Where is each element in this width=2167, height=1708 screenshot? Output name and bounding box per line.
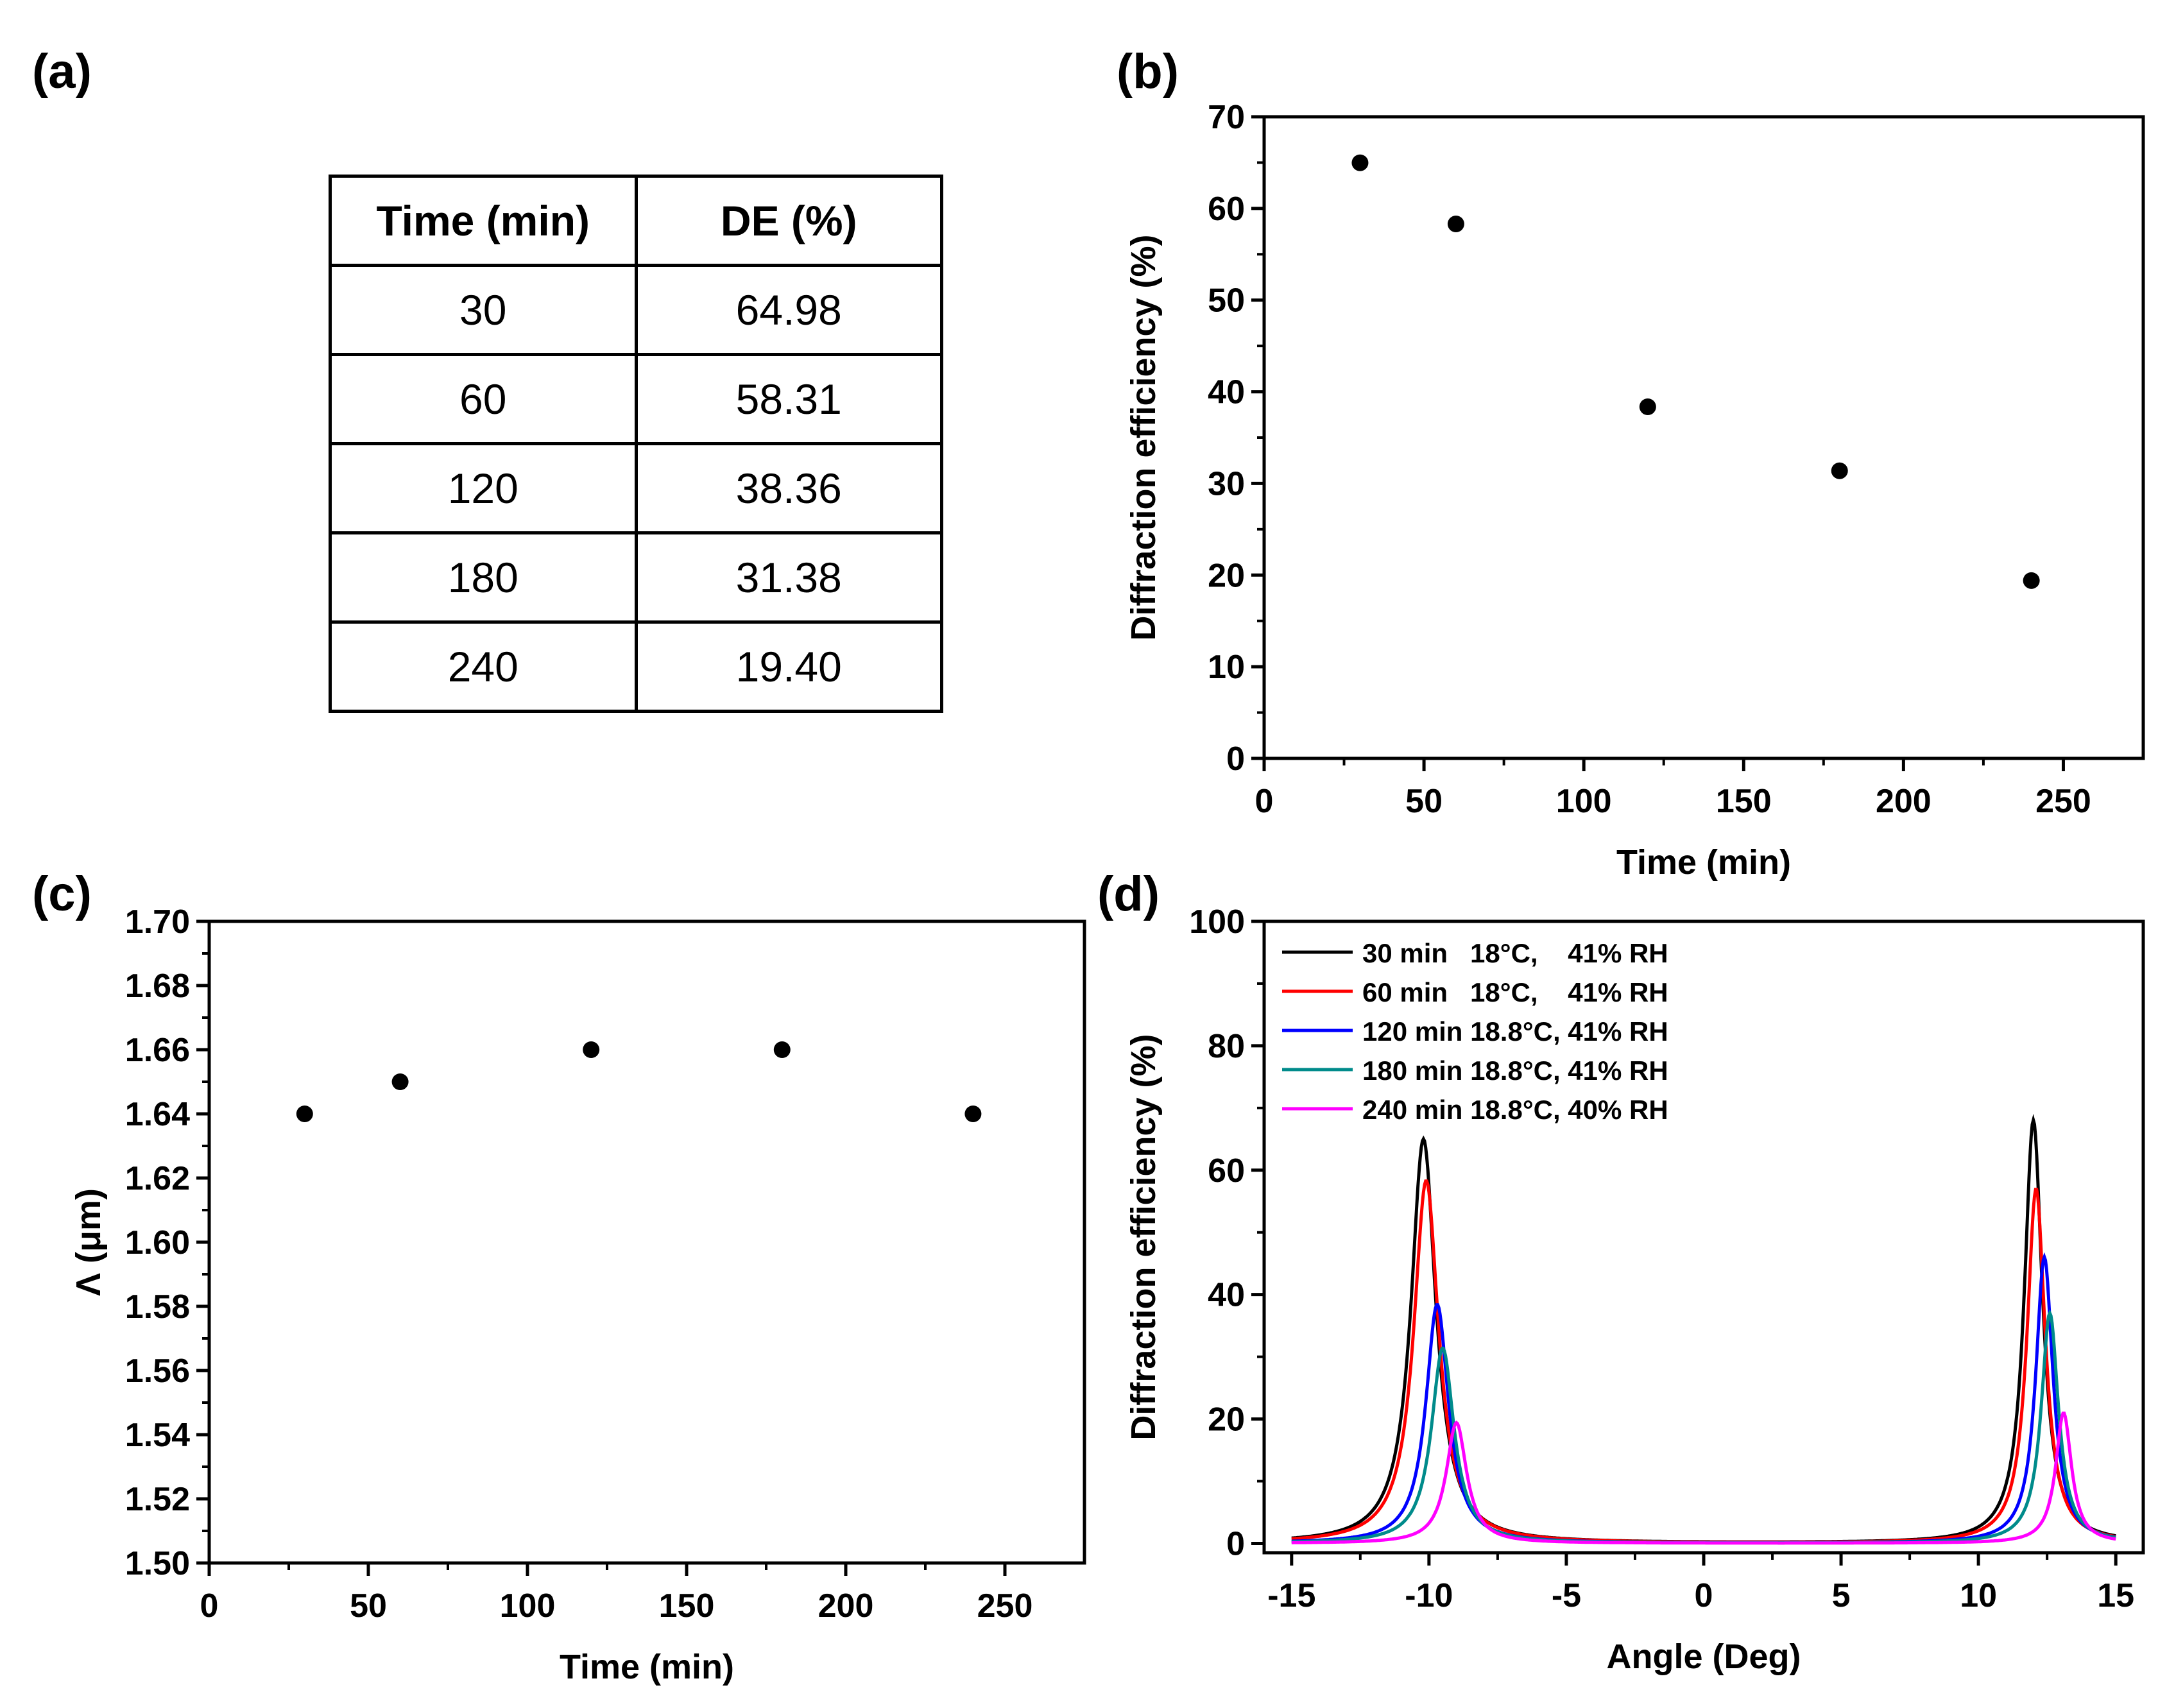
y-tick-label: 100 [1189, 903, 1245, 941]
y-tick-label: 1.52 [125, 1481, 190, 1518]
data-point [296, 1106, 313, 1122]
y-tick-label: 1.70 [125, 903, 190, 941]
legend-entry: 180 min 18.8°C, 41% RH [1362, 1055, 1668, 1086]
y-tick-label: 1.58 [125, 1288, 190, 1326]
y-tick-label: 0 [1226, 740, 1245, 778]
data-point [964, 1106, 982, 1122]
x-tick-label: 5 [1832, 1577, 1851, 1614]
y-tick-label: 70 [1208, 99, 1245, 136]
data-point [773, 1041, 791, 1058]
y-tick-label: 30 [1208, 465, 1245, 502]
y-tick-label: 40 [1208, 374, 1245, 411]
chart-0: 0 50 100 150 200 250 0 10 20 30 40 50 60 70 Time (min)… [1124, 99, 2145, 882]
y-tick-label: 60 [1208, 1152, 1245, 1190]
legend-entry: 30 min 18°C, 41% RH [1362, 938, 1668, 968]
series-line [1291, 1412, 2116, 1545]
data-point [1351, 154, 1369, 171]
x-tick-label: 250 [2035, 783, 2091, 820]
data-point [391, 1073, 409, 1090]
x-axis-label: Angle (Deg) [1607, 1637, 1801, 1676]
plot-frame [1262, 115, 2145, 760]
table-row: 30 64.98 [329, 264, 943, 356]
panel-label-b: (b) [1117, 44, 1179, 99]
panel-label-c: (c) [32, 867, 92, 921]
y-tick-label: 1.64 [125, 1096, 190, 1133]
legend-entry: 120 min 18.8°C, 41% RH [1362, 1016, 1668, 1046]
x-tick-label: 50 [350, 1587, 387, 1625]
y-tick-label: 50 [1208, 282, 1245, 320]
table-header-de: DE (%) [634, 175, 943, 267]
x-tick-label: 200 [1876, 783, 1931, 820]
x-tick-label: 0 [1255, 783, 1274, 820]
table-cell-time: 120 [329, 442, 638, 534]
y-tick-label: 1.54 [125, 1417, 190, 1454]
diffraction-efficiency-table: Time (min) DE (%) 30 64.98 60 58.31 120 … [329, 175, 943, 713]
x-tick-label: 100 [1556, 783, 1612, 820]
x-tick-label: 100 [500, 1587, 556, 1625]
table-header-time: Time (min) [329, 175, 638, 267]
y-tick-label: 10 [1208, 649, 1245, 686]
chart-2: -15 -10 -5 0 5 10 15 0 20 40 60 80 100 Angle (Deg) Dif… [1124, 903, 2145, 1676]
table-row: 120 38.36 [329, 442, 943, 534]
y-tick-label: 1.66 [125, 1032, 190, 1069]
x-axis-label: Time (min) [560, 1648, 734, 1686]
data-point [1639, 398, 1656, 415]
y-tick-label: 20 [1208, 1401, 1245, 1439]
y-tick-label: 1.56 [125, 1353, 190, 1390]
legend-entry: 240 min 18.8°C, 40% RH [1362, 1095, 1668, 1125]
y-tick-label: 80 [1208, 1028, 1245, 1065]
data-point [2023, 572, 2040, 589]
x-tick-label: 0 [200, 1587, 219, 1625]
table-cell-de: 31.38 [634, 531, 943, 624]
y-tick-label: 20 [1208, 557, 1245, 594]
data-point [583, 1041, 600, 1058]
x-tick-label: -10 [1405, 1577, 1453, 1614]
y-tick-label: 0 [1226, 1525, 1245, 1562]
panel-label-a: (a) [32, 44, 92, 99]
x-tick-label: 0 [1695, 1577, 1713, 1614]
legend-entry: 60 min 18°C, 41% RH [1362, 977, 1668, 1007]
x-tick-label: -5 [1552, 1577, 1581, 1614]
y-tick-label: 40 [1208, 1277, 1245, 1314]
table-cell-time: 240 [329, 620, 638, 713]
x-tick-label: 200 [818, 1587, 874, 1625]
y-tick-label: 1.68 [125, 968, 190, 1005]
table-cell-de: 38.36 [634, 442, 943, 534]
table-cell-time: 60 [329, 353, 638, 445]
x-tick-label: 150 [659, 1587, 715, 1625]
data-point [1447, 216, 1464, 232]
chart-1: 0 50 100 150 200 250 1.50 1.52 1.54 1.56 1.58 1.60 1… [69, 903, 1086, 1686]
table-cell-time: 30 [329, 264, 638, 356]
series-line [1291, 1309, 2116, 1544]
y-tick-label: 1.60 [125, 1224, 190, 1261]
data-point [1831, 462, 1848, 479]
panel-label-d: (d) [1097, 867, 1160, 921]
x-axis-label: Time (min) [1616, 843, 1791, 882]
x-tick-label: -15 [1267, 1577, 1315, 1614]
y-tick-label: 60 [1208, 191, 1245, 228]
x-tick-label: 10 [1960, 1577, 1997, 1614]
table-row: 240 19.40 [329, 620, 943, 713]
y-axis-label: Diffraction efficiency (%) [1124, 1034, 1163, 1440]
x-tick-label: 15 [2097, 1577, 2134, 1614]
y-tick-label: 1.50 [125, 1545, 190, 1582]
y-axis-label: Λ (μm) [69, 1188, 108, 1296]
table-row: 180 31.38 [329, 531, 943, 624]
table-cell-de: 58.31 [634, 353, 943, 445]
y-tick-label: 1.62 [125, 1160, 190, 1197]
plot-frame [207, 919, 1086, 1565]
x-tick-label: 50 [1405, 783, 1443, 820]
table-cell-de: 19.40 [634, 620, 943, 713]
table-row: 60 58.31 [329, 353, 943, 445]
table-header-row: Time (min) DE (%) [329, 175, 943, 267]
x-tick-label: 150 [1716, 783, 1772, 820]
table-cell-de: 64.98 [634, 264, 943, 356]
y-axis-label: Diffraction efficiency (%) [1124, 234, 1163, 640]
x-tick-label: 250 [977, 1587, 1033, 1625]
table-cell-time: 180 [329, 531, 638, 624]
